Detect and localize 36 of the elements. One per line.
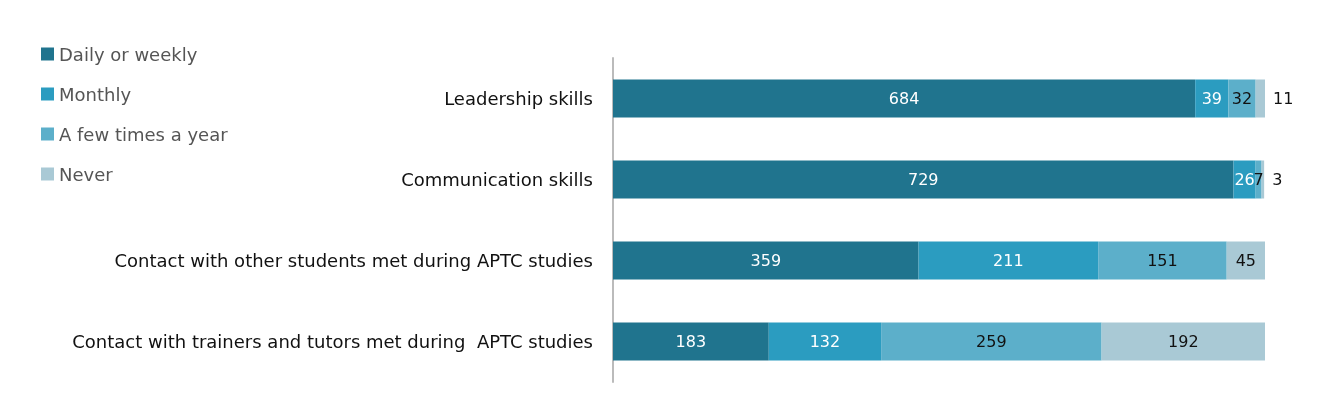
y-tick-label: Communication skills xyxy=(401,169,593,190)
legend-label: Daily or weekly xyxy=(59,43,198,65)
data-label: 192 xyxy=(1168,332,1199,351)
bar xyxy=(1098,241,1227,280)
legend-label: Monthly xyxy=(59,83,132,105)
bar xyxy=(1228,79,1256,118)
legend-label: A few times a year xyxy=(59,123,229,145)
y-tick-label: Leadership skills xyxy=(444,88,593,109)
bar xyxy=(613,79,1196,118)
data-label: 259 xyxy=(976,332,1007,351)
bar xyxy=(881,322,1102,361)
bar xyxy=(918,241,1099,280)
data-label: 132 xyxy=(809,332,841,351)
data-label: 729 xyxy=(907,170,939,189)
bar xyxy=(1255,79,1265,118)
data-label: 26 xyxy=(1234,170,1255,189)
bar xyxy=(1226,241,1265,280)
data-label: 684 xyxy=(888,89,920,108)
data-label: 7 xyxy=(1253,170,1264,189)
y-tick-label: Contact with trainers and tutors met during APTC studies xyxy=(72,331,593,352)
y-tick-label: Contact with other students met during APTC studies xyxy=(114,250,593,271)
bar xyxy=(613,322,769,361)
data-label: 151 xyxy=(1147,251,1178,270)
bar xyxy=(613,160,1234,199)
data-label: 45 xyxy=(1235,251,1257,270)
data-label: 359 xyxy=(750,251,782,270)
data-label: 11 xyxy=(1273,89,1294,108)
data-label: 183 xyxy=(675,332,707,351)
data-label: 39 xyxy=(1201,89,1222,108)
bar xyxy=(1101,322,1265,361)
data-label: 3 xyxy=(1272,170,1283,189)
legend-label: Never xyxy=(59,163,114,185)
bar xyxy=(768,322,882,361)
data-label: 32 xyxy=(1231,89,1253,108)
bar xyxy=(613,241,919,280)
data-label: 211 xyxy=(993,251,1024,270)
